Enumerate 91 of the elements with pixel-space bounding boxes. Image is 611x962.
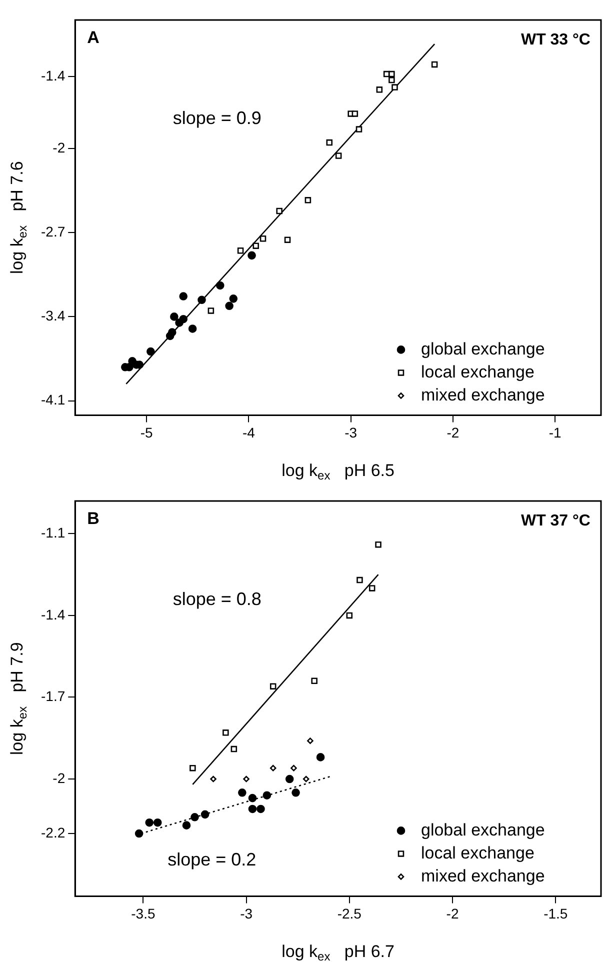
point bbox=[190, 764, 196, 772]
y-tick-label: -4.1 bbox=[41, 392, 66, 408]
point bbox=[170, 312, 178, 321]
y-tick-label: -1.4 bbox=[41, 67, 66, 84]
y-axis-title: log kex pH 7.9 bbox=[8, 642, 30, 756]
point bbox=[230, 746, 238, 752]
legend-label: mixed exchange bbox=[421, 385, 545, 404]
point bbox=[335, 152, 342, 159]
point bbox=[270, 683, 276, 690]
point bbox=[198, 296, 206, 304]
y-tick-label: -3.4 bbox=[41, 308, 66, 324]
y-tick-label: -1.4 bbox=[41, 606, 66, 622]
text: A bbox=[87, 28, 100, 48]
point bbox=[368, 585, 376, 592]
point bbox=[431, 61, 438, 68]
legend-label: global exchange bbox=[421, 339, 545, 358]
point bbox=[256, 804, 265, 814]
point bbox=[375, 541, 382, 548]
x-tick-label: -3.5 bbox=[131, 905, 156, 922]
point bbox=[311, 678, 318, 684]
x-tick-label: -3 bbox=[240, 905, 253, 922]
point bbox=[290, 764, 297, 772]
point bbox=[179, 292, 188, 300]
y-tick-label: -2 bbox=[52, 770, 66, 786]
point bbox=[216, 281, 224, 290]
point bbox=[276, 208, 282, 214]
point bbox=[248, 794, 257, 802]
point bbox=[252, 242, 259, 249]
point bbox=[190, 813, 199, 822]
point bbox=[326, 139, 333, 146]
point bbox=[238, 788, 246, 797]
point bbox=[346, 612, 353, 619]
y-tick-label: -2.2 bbox=[41, 824, 66, 840]
y-tick-label: -2.7 bbox=[41, 223, 66, 240]
legend-label: local exchange bbox=[421, 362, 534, 382]
x-tick-label: -1.5 bbox=[544, 905, 568, 922]
point bbox=[146, 347, 155, 356]
point bbox=[200, 810, 210, 819]
annotation: slope = 0.2 bbox=[168, 850, 256, 870]
x-tick-label: -1 bbox=[548, 424, 562, 440]
point bbox=[225, 302, 234, 310]
x-tick-label: -3 bbox=[344, 424, 358, 440]
x-tick-label: -2.5 bbox=[337, 905, 362, 922]
point bbox=[388, 76, 395, 84]
point bbox=[356, 126, 362, 132]
y-tick-label: -2 bbox=[52, 139, 66, 156]
y-tick-label: -1.1 bbox=[41, 524, 66, 541]
point bbox=[179, 314, 188, 324]
x-tick-label: -2 bbox=[446, 905, 459, 922]
point bbox=[168, 328, 176, 336]
x-tick-label: -4 bbox=[242, 424, 256, 440]
point bbox=[376, 86, 383, 93]
point bbox=[307, 738, 314, 744]
point bbox=[316, 753, 325, 762]
point bbox=[352, 110, 358, 117]
point bbox=[188, 324, 197, 333]
point bbox=[388, 70, 395, 78]
point bbox=[222, 730, 229, 736]
point bbox=[248, 251, 256, 260]
point bbox=[356, 576, 363, 584]
x-tick-label: -2 bbox=[446, 424, 460, 440]
point bbox=[248, 804, 257, 814]
text: B bbox=[87, 509, 100, 528]
x-tick-label: -5 bbox=[140, 424, 154, 440]
annotation: slope = 0.9 bbox=[172, 108, 262, 128]
point bbox=[237, 248, 244, 254]
point bbox=[262, 791, 272, 800]
legend-label: mixed exchange bbox=[421, 866, 545, 886]
legend-label: local exchange bbox=[421, 843, 534, 862]
point bbox=[153, 818, 162, 827]
point bbox=[210, 776, 216, 782]
annotation: WT 37 °C bbox=[520, 512, 591, 530]
point bbox=[270, 764, 276, 772]
point bbox=[260, 235, 266, 242]
point bbox=[182, 821, 191, 830]
annotation: slope = 0.8 bbox=[172, 588, 262, 609]
point bbox=[243, 776, 250, 782]
point bbox=[304, 197, 312, 204]
point bbox=[292, 788, 300, 797]
legend-label: global exchange bbox=[421, 820, 545, 840]
point bbox=[284, 236, 291, 243]
point bbox=[229, 294, 238, 303]
point bbox=[302, 776, 310, 782]
point bbox=[285, 774, 294, 784]
point bbox=[134, 829, 144, 838]
point bbox=[145, 818, 154, 827]
y-axis-title: log kex pH 7.6 bbox=[8, 161, 30, 274]
point bbox=[208, 308, 214, 314]
annotation: WT 33 °C bbox=[520, 31, 591, 48]
y-tick-label: -1.7 bbox=[41, 688, 66, 704]
point bbox=[392, 84, 398, 90]
